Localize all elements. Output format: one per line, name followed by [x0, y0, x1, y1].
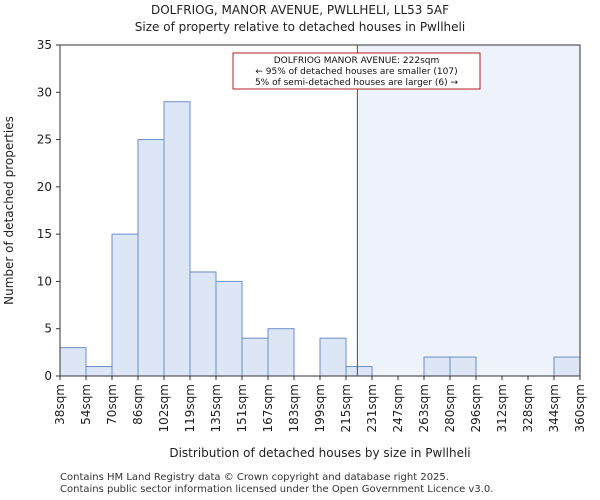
x-tick-label: 263sqm: [417, 384, 431, 432]
bar-167sqm: [267, 328, 295, 377]
x-tick-label: 102sqm: [157, 384, 171, 432]
x-tick-label: 38sqm: [53, 384, 67, 425]
y-tick-label: 0: [44, 369, 52, 383]
x-tick-label: 280sqm: [443, 384, 457, 432]
x-tick-label: 247sqm: [391, 384, 405, 432]
x-tick-label: 86sqm: [131, 384, 145, 425]
y-axis-label: Number of detached properties: [2, 116, 16, 305]
y-tick-label: 15: [37, 227, 52, 241]
bar-38sqm: [59, 347, 87, 377]
y-tick-label: 30: [37, 85, 52, 99]
x-tick-label: 151sqm: [235, 384, 249, 432]
x-tick-label: 135sqm: [209, 384, 223, 432]
x-tick-label: 70sqm: [105, 384, 119, 425]
x-tick-label: 167sqm: [261, 384, 275, 432]
x-tick-label: 360sqm: [573, 384, 587, 432]
y-tick-label: 5: [44, 322, 52, 336]
x-tick-label: 54sqm: [79, 384, 93, 425]
y-tick-label: 35: [37, 38, 52, 52]
x-tick-label: 215sqm: [339, 384, 353, 432]
bar-135sqm: [215, 280, 243, 377]
y-tick-label: 20: [37, 180, 52, 194]
bar-54sqm: [85, 366, 113, 377]
x-tick-label: 199sqm: [313, 384, 327, 432]
bar-119sqm: [189, 271, 217, 377]
x-tick-label: 344sqm: [547, 384, 561, 432]
x-axis-label: Distribution of detached houses by size …: [169, 446, 470, 460]
bar-86sqm: [137, 139, 165, 377]
x-tick-label: 183sqm: [287, 384, 301, 432]
larger-region-highlight: [357, 45, 580, 376]
annotation-line-1: DOLFRIOG MANOR AVENUE: 222sqm: [274, 56, 440, 66]
bar-199sqm: [319, 337, 347, 377]
x-tick-label: 296sqm: [469, 384, 483, 432]
x-tick-label: 328sqm: [521, 384, 535, 432]
x-tick-label: 119sqm: [183, 384, 197, 432]
annotation-box: [232, 52, 481, 90]
bar-215sqm: [345, 366, 373, 377]
bar-102sqm: [163, 101, 191, 377]
bar-280sqm: [449, 356, 477, 377]
annotation-line-2: ← 95% of detached houses are smaller (10…: [255, 67, 457, 77]
footer-line-1: Contains HM Land Registry data © Crown c…: [60, 472, 449, 483]
footer-line-2: Contains public sector information licen…: [60, 484, 494, 495]
annotation-line-3: 5% of semi-detached houses are larger (6…: [255, 78, 459, 88]
chart-title: DOLFRIOG, MANOR AVENUE, PWLLHELI, LL53 5…: [151, 3, 449, 17]
y-tick-label: 25: [37, 133, 52, 147]
bar-344sqm: [553, 356, 581, 377]
bar-263sqm: [423, 356, 451, 377]
y-tick-label: 10: [37, 274, 52, 288]
bar-151sqm: [241, 337, 269, 377]
bar-70sqm: [111, 233, 139, 377]
chart-subtitle: Size of property relative to detached ho…: [134, 20, 466, 34]
x-tick-label: 231sqm: [365, 384, 379, 432]
x-tick-label: 312sqm: [495, 384, 509, 432]
